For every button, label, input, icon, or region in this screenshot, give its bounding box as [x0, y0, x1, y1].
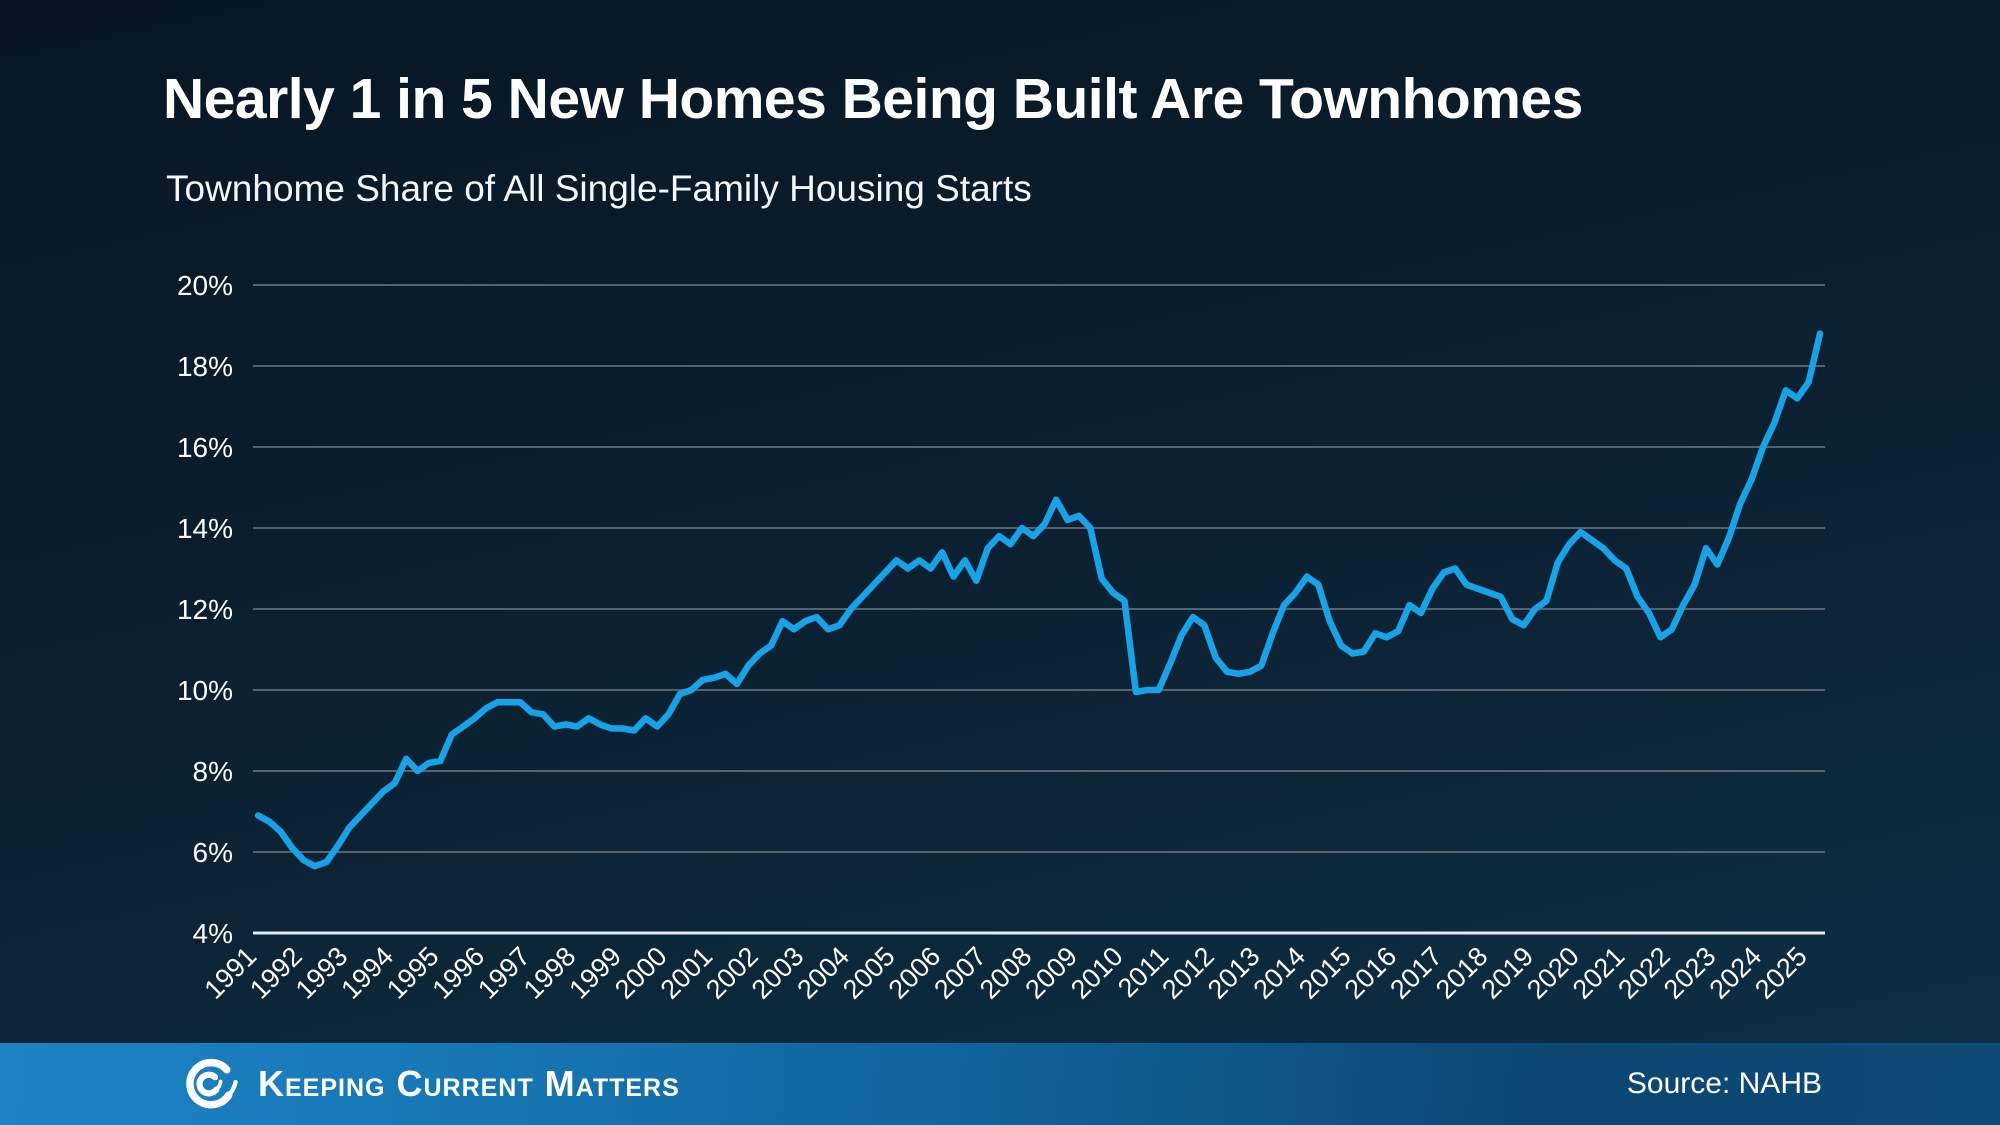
x-axis-label-1994: 1994	[335, 941, 399, 1005]
townhome-share-line	[254, 330, 1824, 870]
x-axis-label-2003: 2003	[746, 941, 810, 1005]
x-axis-label-1996: 1996	[427, 941, 491, 1005]
x-axis-label-2019: 2019	[1476, 941, 1540, 1005]
x-axis-label-2021: 2021	[1567, 941, 1631, 1005]
x-axis-label-2022: 2022	[1612, 941, 1676, 1005]
x-axis-label-2013: 2013	[1202, 941, 1266, 1005]
x-axis-label-2009: 2009	[1019, 941, 1083, 1005]
x-axis-label-2015: 2015	[1293, 941, 1357, 1005]
x-axis-label-1993: 1993	[290, 941, 354, 1005]
x-axis-label-2018: 2018	[1430, 941, 1494, 1005]
x-axis-label-1995: 1995	[381, 941, 445, 1005]
y-axis-label-14%: 14%	[177, 513, 233, 544]
y-axis-label-8%: 8%	[193, 756, 233, 787]
brand-lockup: Keeping Current Matters	[176, 1053, 680, 1115]
source-label: Source: NAHB	[1626, 1067, 1822, 1100]
x-axis-label-2014: 2014	[1247, 941, 1311, 1005]
x-axis-label-2020: 2020	[1521, 941, 1585, 1005]
brand-name: Keeping Current Matters	[258, 1063, 680, 1104]
y-axis-label-12%: 12%	[177, 594, 233, 625]
page-title: Nearly 1 in 5 New Homes Being Built Are …	[163, 67, 1583, 131]
y-axis-label-20%: 20%	[177, 270, 233, 301]
x-axis-label-1999: 1999	[563, 941, 627, 1005]
y-axis-label-6%: 6%	[193, 837, 233, 868]
x-axis-label-2012: 2012	[1156, 941, 1220, 1005]
chart-subtitle: Townhome Share of All Single-Family Hous…	[166, 168, 1032, 209]
x-axis-label-2001: 2001	[655, 941, 719, 1005]
x-axis-label-2024: 2024	[1704, 941, 1768, 1005]
x-axis-label-2017: 2017	[1384, 941, 1448, 1005]
kcm-swirl-logo-icon	[186, 1058, 238, 1109]
x-axis-label-2011: 2011	[1112, 941, 1174, 1003]
y-axis-label-10%: 10%	[177, 675, 233, 706]
y-axis-label-4%: 4%	[193, 918, 233, 949]
x-axis-label-2006: 2006	[883, 941, 947, 1005]
x-axis-label-1998: 1998	[518, 941, 582, 1005]
footer-bar: Keeping Current Matters Source: NAHB	[0, 1043, 2000, 1125]
y-axis-label-16%: 16%	[177, 432, 233, 463]
x-axis-label-2025: 2025	[1749, 941, 1813, 1005]
x-axis-label-2008: 2008	[974, 941, 1038, 1005]
x-axis-label-2007: 2007	[928, 941, 992, 1005]
x-axis-label-2010: 2010	[1065, 941, 1129, 1005]
x-axis-label-1997: 1997	[472, 941, 536, 1005]
x-axis-label-2004: 2004	[791, 941, 855, 1005]
x-axis-label-2023: 2023	[1658, 941, 1722, 1005]
x-axis-label-1991: 1991	[199, 941, 263, 1005]
x-axis-label-1992: 1992	[244, 941, 308, 1005]
x-axis-label-2016: 2016	[1339, 941, 1403, 1005]
x-axis-label-2000: 2000	[609, 941, 673, 1005]
y-axis-label-18%: 18%	[177, 351, 233, 382]
x-axis-label-2005: 2005	[837, 941, 901, 1005]
x-axis-label-2002: 2002	[700, 941, 764, 1005]
